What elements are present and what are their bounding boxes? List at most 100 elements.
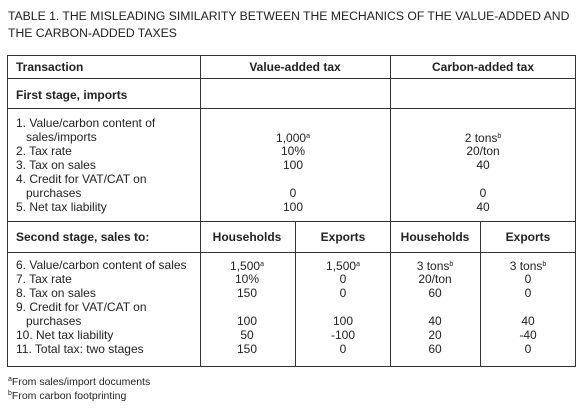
row-label: 6. Value/carbon content of sales bbox=[16, 258, 187, 272]
table-title: TABLE 1. THE MISLEADING SIMILARITY BETWE… bbox=[8, 9, 570, 40]
footnote: bFrom carbon footprinting bbox=[8, 387, 126, 403]
rule bbox=[200, 55, 201, 367]
row-label: 2. Tax rate bbox=[16, 144, 72, 158]
cell: 20/ton bbox=[418, 272, 451, 286]
cell-value: 0 bbox=[524, 272, 532, 286]
cell-value: 10% bbox=[280, 144, 306, 158]
row-label: 11. Total tax: two stages bbox=[16, 342, 144, 356]
cell: 40 bbox=[476, 158, 489, 172]
cell-value: 50 bbox=[240, 328, 254, 342]
cell: 0 bbox=[340, 286, 347, 300]
cell: 100 bbox=[333, 314, 353, 328]
column-header: Exports bbox=[505, 230, 551, 244]
row-label: 1. Value/carbon content of bbox=[16, 116, 156, 130]
rule bbox=[7, 252, 576, 253]
cell-value: 100 bbox=[236, 314, 258, 328]
cell-value: 3 tons bbox=[416, 259, 450, 273]
cell: 50 bbox=[240, 328, 253, 342]
cell: 0 bbox=[340, 342, 347, 356]
cell-value: 0 bbox=[339, 272, 347, 286]
row-label: sales/imports bbox=[26, 130, 97, 144]
cell-value: 150 bbox=[236, 342, 258, 356]
cell-value: 20 bbox=[428, 328, 442, 342]
rule bbox=[7, 108, 576, 109]
cell: 0 bbox=[290, 186, 297, 200]
note-mark: b bbox=[542, 261, 547, 268]
rule bbox=[7, 78, 576, 79]
section-heading: First stage, imports bbox=[16, 88, 128, 102]
cell: 1,000a bbox=[276, 130, 310, 145]
cell-value: 10% bbox=[234, 272, 260, 286]
row-label: 7. Tax rate bbox=[16, 272, 72, 286]
cell-value: 0 bbox=[289, 186, 297, 200]
section-heading: Second stage, sales to: bbox=[16, 230, 150, 244]
note-mark: b bbox=[449, 261, 454, 268]
cell-value: -40 bbox=[519, 328, 537, 342]
cell-value: 0 bbox=[339, 286, 347, 300]
border bbox=[7, 55, 576, 56]
footnote: aFrom sales/import documents bbox=[8, 373, 150, 389]
cell: 100 bbox=[283, 158, 303, 172]
row-label: 3. Tax on sales bbox=[16, 158, 96, 172]
cell: 40 bbox=[476, 200, 489, 214]
note-mark: a bbox=[8, 376, 12, 383]
cell: 40 bbox=[521, 314, 534, 328]
footnote-text: From sales/import documents bbox=[11, 376, 151, 388]
cell: -40 bbox=[519, 328, 536, 342]
cell-value: 0 bbox=[479, 186, 487, 200]
cell: 3 tonsb bbox=[417, 258, 454, 273]
cell-value: 100 bbox=[282, 200, 304, 214]
cell: 60 bbox=[428, 342, 441, 356]
cell-value: 1,000 bbox=[276, 131, 307, 145]
cell-value: 0 bbox=[339, 342, 347, 356]
cell-value: 0 bbox=[524, 286, 532, 300]
cell: -100 bbox=[331, 328, 355, 342]
rule bbox=[7, 221, 576, 222]
note-mark: b bbox=[8, 390, 12, 397]
cell-value: 40 bbox=[521, 314, 535, 328]
cell-value: 2 tons bbox=[464, 131, 498, 145]
row-label: 4. Credit for VAT/CAT on bbox=[16, 172, 147, 186]
cell-value: 60 bbox=[428, 286, 442, 300]
cell-value: 150 bbox=[236, 286, 258, 300]
cell: 2 tonsb bbox=[465, 130, 502, 145]
cell: 10% bbox=[235, 272, 259, 286]
cell: 60 bbox=[428, 286, 441, 300]
cell: 0 bbox=[525, 272, 532, 286]
cell: 20 bbox=[428, 328, 441, 342]
cell-value: 40 bbox=[428, 314, 442, 328]
row-label: 8. Tax on sales bbox=[16, 286, 96, 300]
cell: 1,500a bbox=[230, 258, 264, 273]
row-label: purchases bbox=[26, 314, 82, 328]
rule bbox=[480, 221, 481, 367]
cell-value: 1,500 bbox=[326, 259, 357, 273]
column-header: Households bbox=[400, 230, 470, 244]
cell-value: 40 bbox=[476, 158, 490, 172]
border bbox=[575, 55, 576, 367]
cell-value: 60 bbox=[428, 342, 442, 356]
column-header: Transaction bbox=[16, 60, 84, 74]
cell-value: 3 tons bbox=[509, 259, 543, 273]
cell-value: 20/ton bbox=[466, 144, 500, 158]
column-header: Exports bbox=[320, 230, 366, 244]
border bbox=[7, 55, 8, 367]
row-label: purchases bbox=[26, 186, 82, 200]
cell: 1,500a bbox=[326, 258, 360, 273]
cell: 0 bbox=[340, 272, 347, 286]
cell-value: 0 bbox=[524, 342, 532, 356]
row-label: 10. Net tax liability bbox=[16, 328, 114, 342]
cell: 100 bbox=[283, 200, 303, 214]
cell: 3 tonsb bbox=[510, 258, 547, 273]
cell: 20/ton bbox=[466, 144, 499, 158]
cell-value: -100 bbox=[330, 328, 356, 342]
rule bbox=[295, 221, 296, 367]
cell-value: 100 bbox=[282, 158, 304, 172]
border bbox=[7, 366, 576, 367]
note-mark: a bbox=[306, 133, 310, 140]
note-mark: b bbox=[497, 133, 502, 140]
footnote-text: From carbon footprinting bbox=[11, 390, 127, 402]
rule bbox=[390, 55, 391, 367]
cell: 100 bbox=[237, 314, 257, 328]
column-header: Carbon-added tax bbox=[431, 60, 535, 74]
